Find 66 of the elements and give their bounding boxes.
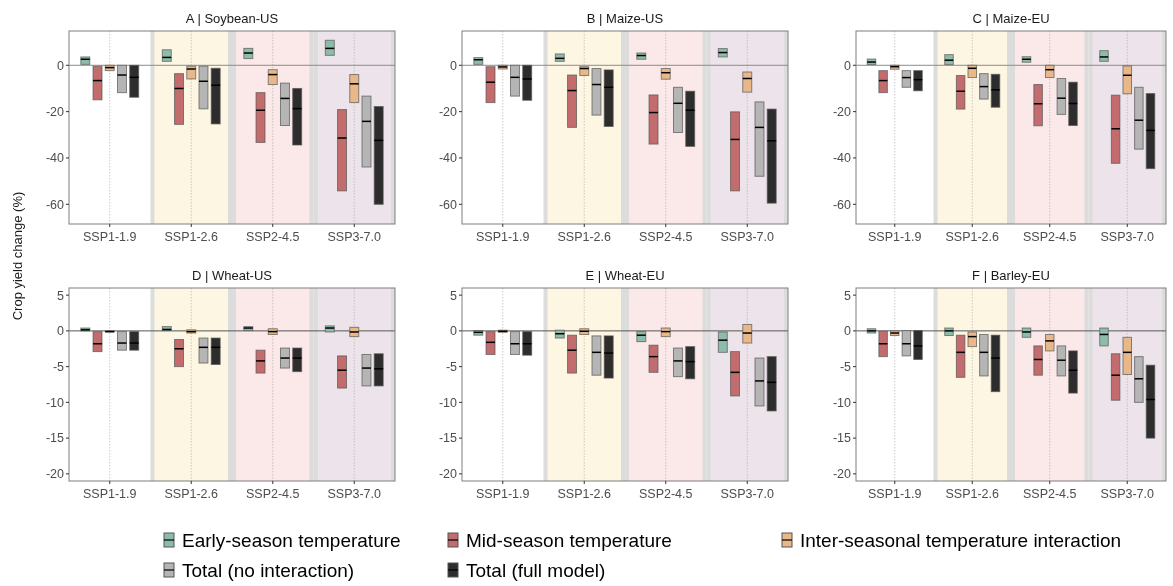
x-tick-label: SSP2-4.5 bbox=[1022, 230, 1077, 244]
x-tick-label: SSP2-4.5 bbox=[245, 487, 300, 501]
x-tick-label: SSP1-2.6 bbox=[164, 230, 219, 244]
y-tick-label: -20 bbox=[45, 467, 65, 482]
chart-title: C | Maize-EU bbox=[972, 11, 1050, 26]
chart-title: F | Barley-EU bbox=[972, 268, 1050, 283]
y-tick-label: -40 bbox=[832, 151, 852, 166]
x-tick-label: SSP1-2.6 bbox=[557, 230, 612, 244]
y-tick-label: -5 bbox=[839, 360, 852, 374]
y-tick-label: -40 bbox=[438, 151, 458, 166]
y-tick-label: -20 bbox=[438, 467, 458, 482]
x-tick-label: SSP3-7.0 bbox=[1100, 487, 1155, 501]
y-tick-label: 5 bbox=[57, 288, 65, 303]
y-tick-label: -40 bbox=[45, 151, 65, 166]
legend-label: Total (full model) bbox=[466, 559, 606, 581]
legend-label: Early-season temperature bbox=[182, 529, 401, 551]
x-tick-label: SSP1-2.6 bbox=[945, 487, 1000, 501]
chart-title: A | Soybean-US bbox=[185, 11, 279, 26]
y-axis-title: Crop yield change (%) bbox=[10, 191, 25, 321]
y-tick-label: -10 bbox=[832, 395, 852, 410]
y-tick-label: -5 bbox=[445, 360, 458, 374]
x-tick-label: SSP1-2.6 bbox=[164, 487, 219, 501]
y-tick-label: 0 bbox=[844, 324, 852, 339]
y-tick-label: -15 bbox=[438, 431, 458, 446]
y-tick-label: 0 bbox=[450, 58, 458, 73]
x-tick-label: SSP2-4.5 bbox=[638, 230, 693, 244]
y-tick-label: 0 bbox=[57, 324, 65, 339]
x-tick-label: SSP3-7.0 bbox=[720, 230, 775, 244]
x-tick-label: SSP3-7.0 bbox=[327, 230, 382, 244]
x-tick-label: SSP1-1.9 bbox=[475, 487, 530, 501]
x-tick-label: SSP1-1.9 bbox=[867, 230, 922, 244]
x-tick-label: SSP1-1.9 bbox=[82, 487, 137, 501]
y-tick-label: -20 bbox=[45, 105, 65, 119]
x-tick-label: SSP1-2.6 bbox=[945, 230, 1000, 244]
y-tick-label: 5 bbox=[844, 288, 852, 303]
legend-label: Mid-season temperature bbox=[466, 529, 672, 551]
y-tick-label: -20 bbox=[832, 105, 852, 119]
legend-label: Total (no interaction) bbox=[182, 559, 355, 581]
chart-title: D | Wheat-US bbox=[192, 268, 273, 283]
y-tick-label: -20 bbox=[832, 467, 852, 482]
y-tick-label: -60 bbox=[438, 197, 458, 212]
x-tick-label: SSP1-1.9 bbox=[475, 230, 530, 244]
y-tick-label: 0 bbox=[450, 324, 458, 339]
y-tick-label: -10 bbox=[438, 395, 458, 410]
x-tick-label: SSP2-4.5 bbox=[1022, 487, 1077, 501]
x-tick-label: SSP3-7.0 bbox=[720, 487, 775, 501]
y-tick-label: -10 bbox=[45, 395, 65, 410]
x-tick-label: SSP3-7.0 bbox=[327, 487, 382, 501]
y-tick-label: -20 bbox=[438, 105, 458, 119]
chart-title: E | Wheat-EU bbox=[585, 268, 665, 283]
y-tick-label: 5 bbox=[450, 288, 458, 303]
y-tick-label: 0 bbox=[844, 58, 852, 73]
x-tick-label: SSP2-4.5 bbox=[245, 230, 300, 244]
y-tick-label: -60 bbox=[45, 197, 65, 212]
x-tick-label: SSP1-1.9 bbox=[867, 487, 922, 501]
x-tick-label: SSP1-2.6 bbox=[557, 487, 612, 501]
x-tick-label: SSP1-1.9 bbox=[82, 230, 137, 244]
y-tick-label: -15 bbox=[45, 431, 65, 446]
x-tick-label: SSP3-7.0 bbox=[1100, 230, 1155, 244]
y-tick-label: -5 bbox=[52, 360, 65, 374]
x-tick-label: SSP2-4.5 bbox=[638, 487, 693, 501]
chart-title: B | Maize-US bbox=[586, 11, 664, 26]
legend-label: Inter-seasonal temperature interaction bbox=[800, 529, 1122, 551]
y-tick-label: 0 bbox=[57, 58, 65, 73]
y-tick-label: -60 bbox=[832, 197, 852, 212]
y-tick-label: -15 bbox=[832, 431, 852, 446]
